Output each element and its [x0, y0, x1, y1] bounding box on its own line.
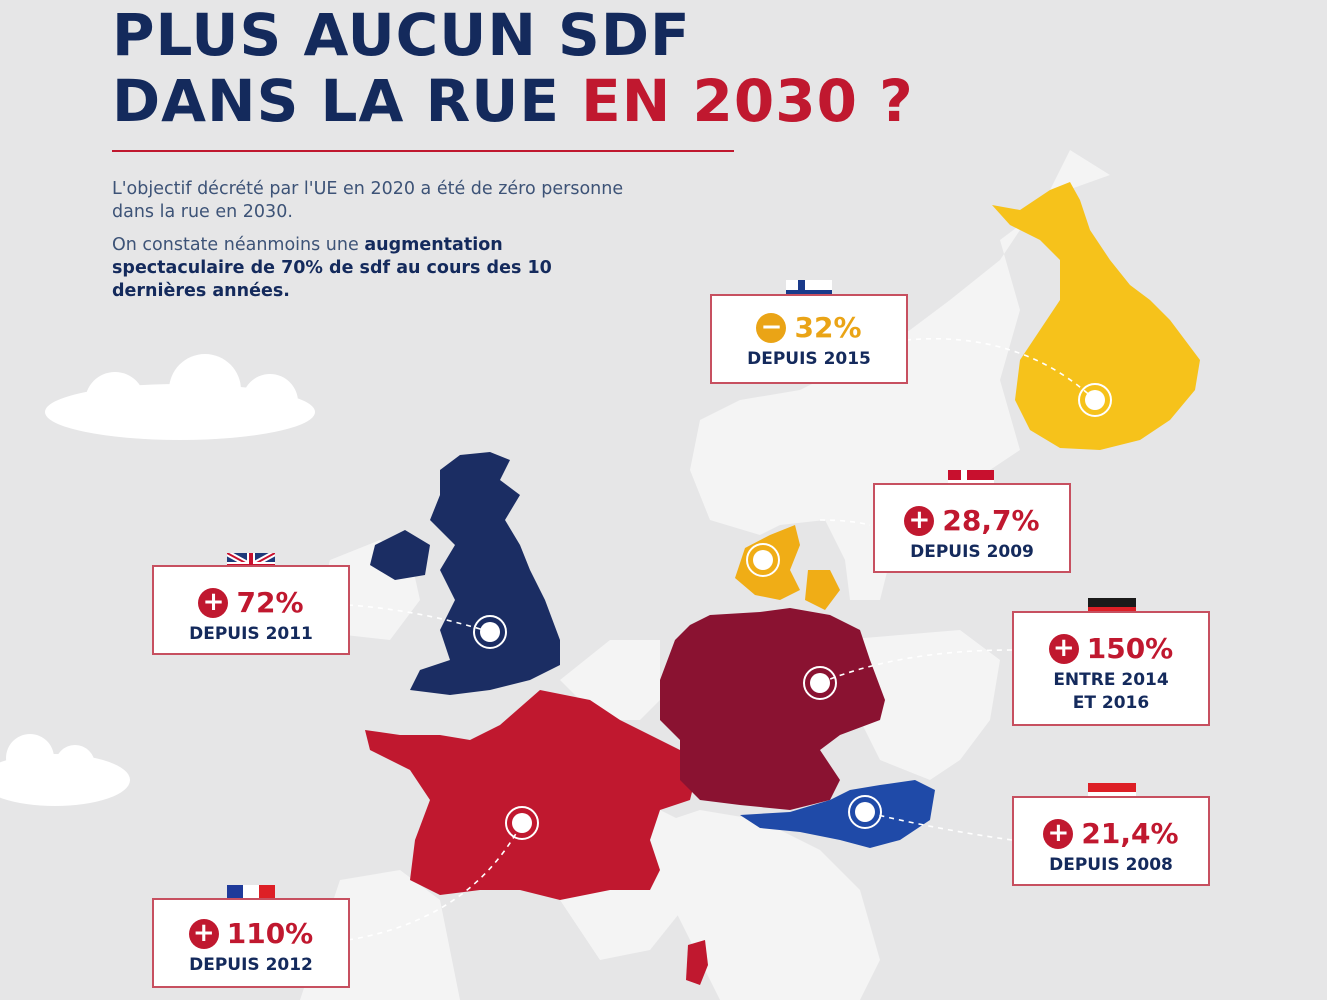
- denmark-stat-card: + 28,7% DEPUIS 2009: [873, 483, 1071, 573]
- page-title: PLUS AUCUN SDF DANS LA RUE EN 2030 ?: [112, 2, 914, 134]
- uk-shape: [370, 452, 560, 695]
- title-line-2-prefix: DANS LA RUE: [112, 67, 582, 135]
- finland-shape: [992, 182, 1200, 450]
- location-marker-icon: [848, 795, 882, 829]
- connector-lines: [347, 337, 1096, 941]
- title-divider: [112, 150, 734, 152]
- title-line-2-accent: EN 2030 ?: [581, 67, 914, 135]
- austria-stat-card: + 21,4% DEPUIS 2008: [1012, 796, 1210, 886]
- uk-stat-card: + 72% DEPUIS 2011: [152, 565, 350, 655]
- location-marker-icon: [746, 543, 780, 577]
- france-shape: [365, 690, 700, 900]
- location-marker-icon: [803, 666, 837, 700]
- uk-percent: 72%: [236, 586, 304, 619]
- plus-icon: +: [1048, 634, 1079, 664]
- uk-since: DEPUIS 2011: [189, 624, 313, 644]
- germany-shape: [660, 608, 885, 810]
- minus-icon: −: [756, 313, 787, 343]
- finland-percent: 32%: [794, 311, 862, 344]
- location-marker-icon: [505, 806, 539, 840]
- germany-since-line-1: ENTRE 2014: [1053, 670, 1169, 690]
- france-percent: 110%: [226, 917, 314, 950]
- austria-shape: [740, 780, 935, 848]
- plus-icon: +: [904, 506, 935, 536]
- intro-paragraph-2-prefix: On constate néanmoins une: [112, 235, 365, 255]
- france-stat-card: + 110% DEPUIS 2012: [152, 898, 350, 988]
- cloud-icon: [45, 354, 315, 440]
- corsica-shape: [686, 940, 708, 985]
- denmark-stat-value: + 28,7%: [875, 505, 1069, 537]
- germany-stat-value: + 150%: [1014, 633, 1208, 665]
- plus-icon: +: [1043, 819, 1074, 849]
- france-since: DEPUIS 2012: [189, 955, 313, 975]
- intro-paragraph-1: L'objectif décrété par l'UE en 2020 a ét…: [112, 179, 624, 222]
- france-stat-value: + 110%: [154, 918, 348, 950]
- denmark-percent: 28,7%: [942, 504, 1040, 537]
- location-marker-icon: [1078, 383, 1112, 417]
- germany-since-line-2: ET 2016: [1072, 693, 1150, 713]
- austria-percent: 21,4%: [1081, 817, 1179, 850]
- finland-stat-card: − 32% DEPUIS 2015: [710, 294, 908, 384]
- denmark-since: DEPUIS 2009: [910, 542, 1034, 562]
- intro-paragraph-2: On constate néanmoins une augmentation s…: [112, 234, 632, 303]
- cloud-icon: [0, 734, 130, 806]
- uk-stat-value: + 72%: [154, 587, 348, 619]
- finland-stat-value: − 32%: [712, 312, 906, 344]
- intro-paragraph-2-bold: augmentation spectaculaire de 70% de sdf…: [112, 235, 552, 301]
- austria-since: DEPUIS 2008: [1049, 855, 1173, 875]
- finland-since: DEPUIS 2015: [747, 349, 871, 369]
- plus-icon: +: [198, 588, 229, 618]
- germany-stat-card: + 150% ENTRE 2014 ET 2016: [1012, 611, 1210, 726]
- germany-percent: 150%: [1086, 632, 1174, 665]
- location-marker-icon: [473, 615, 507, 649]
- austria-stat-value: + 21,4%: [1014, 818, 1208, 850]
- title-line-1: PLUS AUCUN SDF: [112, 1, 691, 69]
- plus-icon: +: [188, 919, 219, 949]
- denmark-shape: [735, 525, 840, 610]
